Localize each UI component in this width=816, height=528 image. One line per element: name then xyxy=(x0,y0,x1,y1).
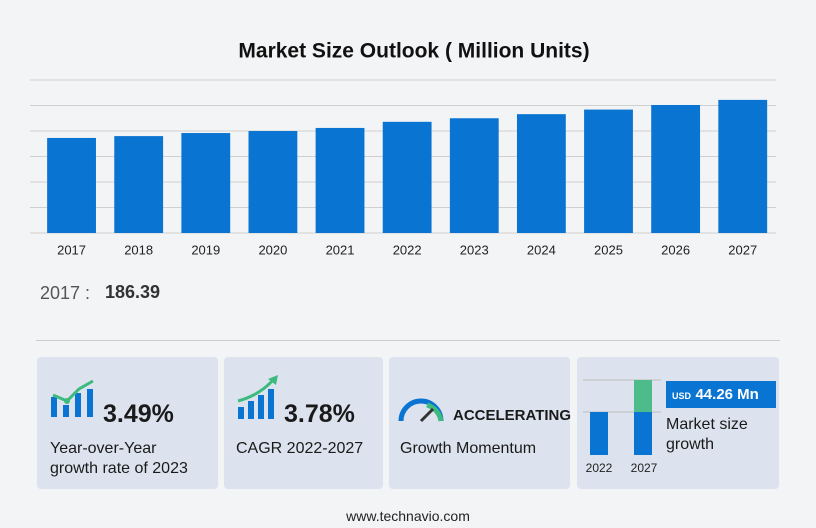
x-tick-label: 2023 xyxy=(460,242,489,257)
x-tick-label: 2027 xyxy=(728,242,757,257)
card-value: ACCELERATING xyxy=(453,407,572,424)
bar xyxy=(449,118,499,233)
card: 2022 2027 USD 44.26 Mn Market size growth xyxy=(577,357,779,489)
badge: USD 44.26 Mn xyxy=(666,381,776,408)
x-tick-label: 2026 xyxy=(661,242,690,257)
bar xyxy=(651,104,701,234)
card-value: 3.49% xyxy=(103,400,174,428)
icon xyxy=(237,375,278,419)
chart: Market Size Outlook ( Million Units) 201… xyxy=(30,40,776,257)
x-tick-label: 2019 xyxy=(191,242,220,257)
bar xyxy=(718,99,768,233)
x-tick-label: 2017 xyxy=(57,242,86,257)
badge-unit: USD xyxy=(672,391,692,401)
x-tick-label: 2025 xyxy=(594,242,623,257)
card: ACCELERATING Growth Momentum xyxy=(389,357,572,489)
footer: www.technavio.com xyxy=(346,508,470,524)
year-label: 2027 xyxy=(631,461,658,475)
badge-value: 44.26 Mn xyxy=(695,386,759,403)
highlight-label: 2017 : xyxy=(40,283,91,303)
card-value: 3.78% xyxy=(284,400,355,428)
card-text: CAGR 2022-2027 xyxy=(236,440,364,457)
line: growth xyxy=(666,436,715,453)
mini-chart: 2022 2027 xyxy=(583,379,661,475)
bar xyxy=(181,133,231,233)
x-tick-label: 2021 xyxy=(326,242,355,257)
card: 3.78% CAGR 2022-2027 xyxy=(224,357,383,489)
x-tick-label: 2020 xyxy=(258,242,287,257)
bar xyxy=(114,136,164,233)
chart-title: Market Size Outlook ( Million Units) xyxy=(238,40,589,63)
bar xyxy=(248,131,298,233)
bar xyxy=(584,109,633,233)
card: 3.49% Year-over-Year growth rate of 2023 xyxy=(37,357,218,489)
bar xyxy=(47,137,96,233)
card-text: Growth Momentum xyxy=(400,440,537,457)
line: growth rate of 2023 xyxy=(50,460,188,477)
card-text: Market size growth xyxy=(666,415,748,455)
line: Market size xyxy=(666,416,748,433)
bar xyxy=(382,121,432,233)
x-tick-label: 2018 xyxy=(124,242,153,257)
highlight-value: 186.39 xyxy=(105,282,161,302)
x-tick-label: 2024 xyxy=(527,242,556,257)
x-tick-label: 2022 xyxy=(393,242,422,257)
card-text: Year-over-Year growth rate of 2023 xyxy=(50,439,188,479)
icon xyxy=(398,398,444,423)
divider xyxy=(36,340,780,341)
line: Year-over-Year xyxy=(50,440,157,457)
bar xyxy=(315,127,365,233)
icon xyxy=(51,379,94,417)
bar xyxy=(516,114,566,233)
year-label: 2022 xyxy=(586,461,613,475)
